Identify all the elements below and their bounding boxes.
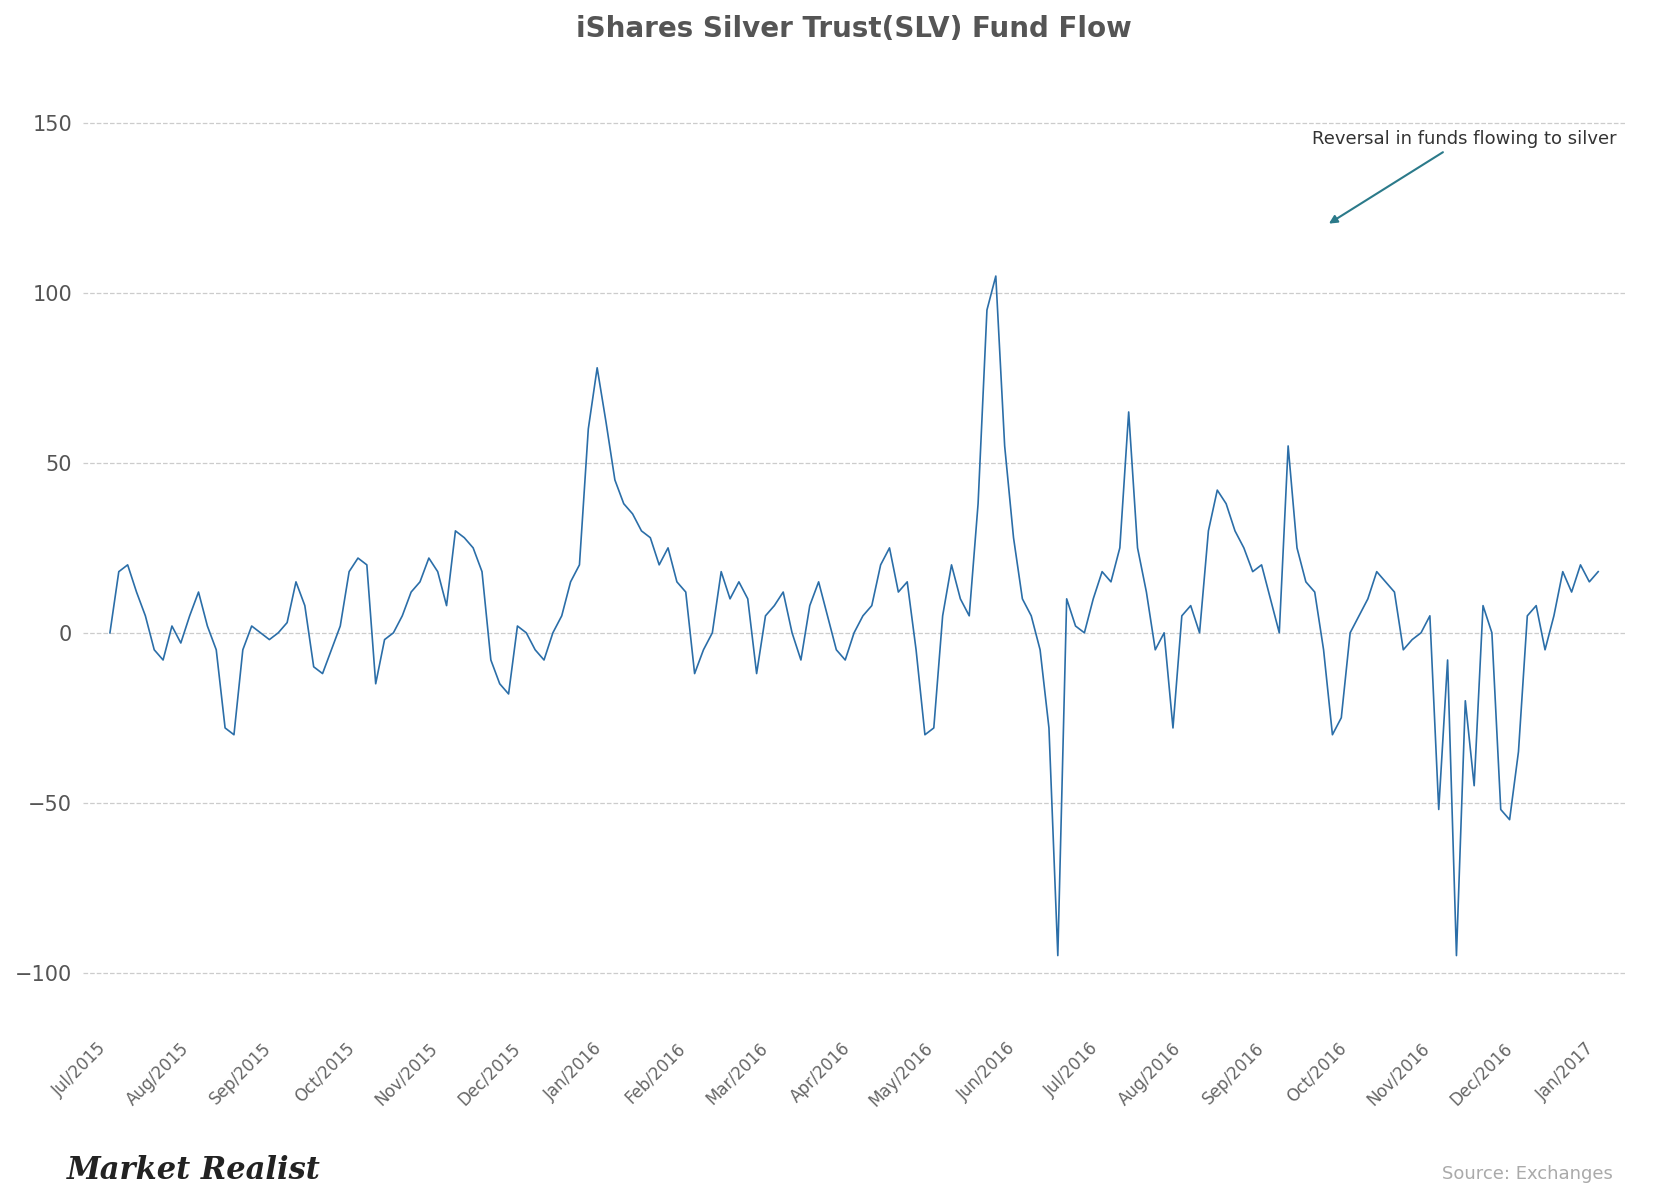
Title: iShares Silver Trust(SLV) Fund Flow: iShares Silver Trust(SLV) Fund Flow xyxy=(576,16,1132,43)
Text: Reversal in funds flowing to silver: Reversal in funds flowing to silver xyxy=(1312,130,1616,223)
Text: Market Realist: Market Realist xyxy=(67,1155,321,1186)
Text: Source: Exchanges: Source: Exchanges xyxy=(1441,1165,1613,1183)
